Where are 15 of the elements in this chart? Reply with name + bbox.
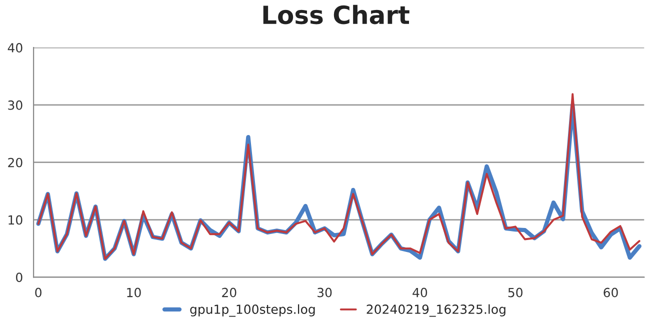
x-tick-label: 20 xyxy=(222,288,236,298)
y-tick-label: 10 xyxy=(8,215,22,225)
legend-label: 20240219_162325.log xyxy=(366,304,506,317)
y-tick-label: 40 xyxy=(8,43,22,52)
x-tick-label: 40 xyxy=(412,288,428,298)
y-tick-label: 30 xyxy=(8,100,22,110)
x-tick-label: 10 xyxy=(127,288,141,298)
legend-label: gpu1p_100steps.log xyxy=(190,304,315,317)
x-tick-label: 30 xyxy=(318,288,332,298)
x-tick-label: 0 xyxy=(35,288,42,298)
x-tick-label: 60 xyxy=(604,288,618,298)
x-tick-label: 50 xyxy=(508,288,522,298)
y-tick-label: 20 xyxy=(8,158,22,168)
chart-title: Loss Chart xyxy=(263,4,410,24)
y-tick-label: 0 xyxy=(16,272,22,282)
